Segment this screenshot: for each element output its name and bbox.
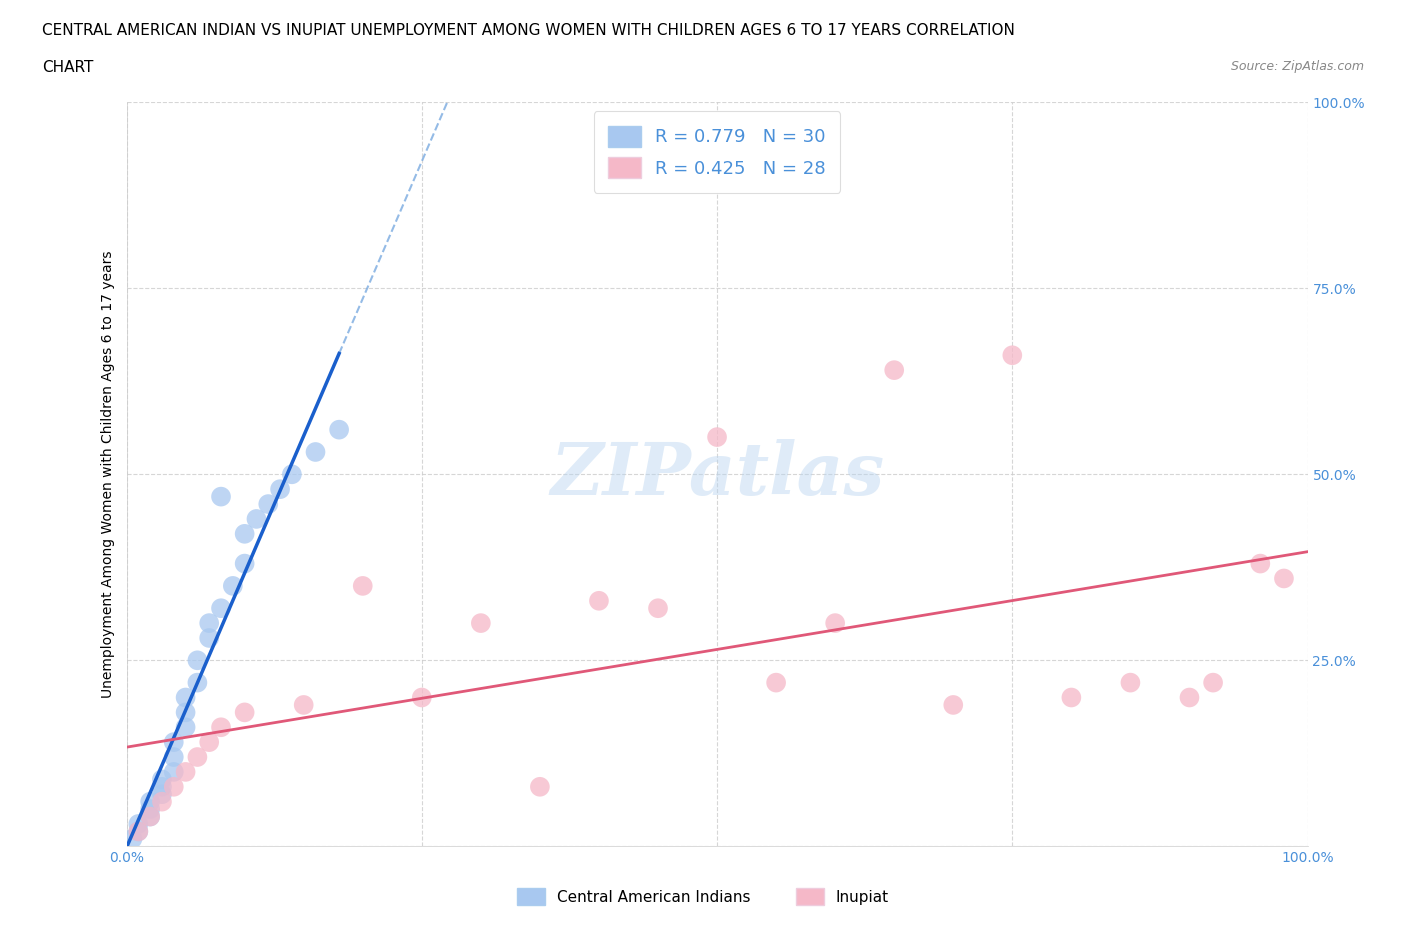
Point xyxy=(942,698,965,712)
Point xyxy=(186,675,208,690)
Point xyxy=(121,831,143,846)
Point xyxy=(174,764,197,779)
Y-axis label: Unemployment Among Women with Children Ages 6 to 17 years: Unemployment Among Women with Children A… xyxy=(101,250,115,698)
Point xyxy=(1202,675,1225,690)
Point xyxy=(1178,690,1201,705)
Point xyxy=(245,512,267,526)
Point xyxy=(209,601,232,616)
Point xyxy=(281,467,304,482)
Point xyxy=(127,817,149,831)
Point xyxy=(292,698,315,712)
Point xyxy=(765,675,787,690)
Text: ZIPatlas: ZIPatlas xyxy=(550,439,884,510)
Point xyxy=(150,787,173,802)
Point xyxy=(233,526,256,541)
Point xyxy=(1001,348,1024,363)
Point xyxy=(198,616,221,631)
Point xyxy=(150,794,173,809)
Point xyxy=(139,809,162,824)
Point xyxy=(139,794,162,809)
Point xyxy=(174,720,197,735)
Point xyxy=(150,772,173,787)
Point xyxy=(824,616,846,631)
Point xyxy=(209,720,232,735)
Point xyxy=(706,430,728,445)
Point xyxy=(163,764,186,779)
Point xyxy=(411,690,433,705)
Point xyxy=(139,802,162,817)
Point xyxy=(1060,690,1083,705)
Point xyxy=(304,445,326,459)
Text: CENTRAL AMERICAN INDIAN VS INUPIAT UNEMPLOYMENT AMONG WOMEN WITH CHILDREN AGES 6: CENTRAL AMERICAN INDIAN VS INUPIAT UNEMP… xyxy=(42,23,1015,38)
Point xyxy=(1119,675,1142,690)
Point xyxy=(150,779,173,794)
Point xyxy=(233,556,256,571)
Point xyxy=(163,750,186,764)
Point xyxy=(174,705,197,720)
Point xyxy=(186,750,208,764)
Point xyxy=(1272,571,1295,586)
Point xyxy=(529,779,551,794)
Point xyxy=(209,489,232,504)
Point xyxy=(257,497,280,512)
Point xyxy=(588,593,610,608)
Point xyxy=(222,578,245,593)
Point xyxy=(139,809,162,824)
Point xyxy=(647,601,669,616)
Point xyxy=(198,735,221,750)
Point xyxy=(198,631,221,645)
Point xyxy=(163,735,186,750)
Point xyxy=(1249,556,1271,571)
Point xyxy=(883,363,905,378)
Point xyxy=(163,779,186,794)
Legend: R = 0.779   N = 30, R = 0.425   N = 28: R = 0.779 N = 30, R = 0.425 N = 28 xyxy=(593,112,841,193)
Legend: Central American Indians, Inupiat: Central American Indians, Inupiat xyxy=(509,880,897,913)
Text: Source: ZipAtlas.com: Source: ZipAtlas.com xyxy=(1230,60,1364,73)
Point xyxy=(127,824,149,839)
Point xyxy=(127,824,149,839)
Text: CHART: CHART xyxy=(42,60,94,75)
Point xyxy=(233,705,256,720)
Point xyxy=(186,653,208,668)
Point xyxy=(470,616,492,631)
Point xyxy=(269,482,291,497)
Point xyxy=(174,690,197,705)
Point xyxy=(352,578,374,593)
Point xyxy=(328,422,350,437)
